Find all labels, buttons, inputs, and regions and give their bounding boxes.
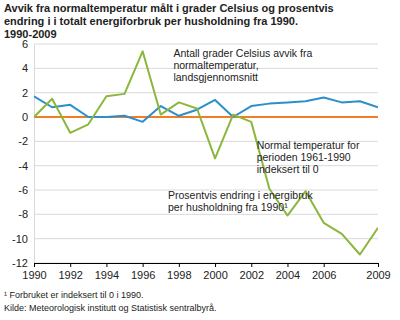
y-tick: -4	[18, 160, 34, 172]
series-label: Normal temperatur forperioden 1961-1990i…	[257, 139, 360, 175]
x-tick-label: 2002	[240, 269, 264, 281]
x-tick-label: 1992	[58, 269, 82, 281]
x-tick-label: 1998	[167, 269, 191, 281]
y-tick-label: -2	[18, 135, 28, 147]
x-tick-mark	[143, 263, 144, 267]
x-axis-line	[35, 263, 379, 264]
x-tick-label: 2009	[366, 269, 390, 281]
x-tick-mark	[324, 263, 325, 267]
x-tick: 1994	[95, 263, 119, 281]
y-tick: 4	[22, 62, 34, 74]
x-tick-mark	[70, 263, 71, 267]
y-tick-label: 4	[22, 62, 28, 74]
title: Avvik fra normaltemperatur målt i grader…	[4, 2, 334, 40]
x-tick: 2009	[366, 263, 390, 281]
y-tick-label: 6	[22, 38, 28, 50]
series-line	[34, 51, 378, 254]
x-tick: 2006	[312, 263, 336, 281]
source: Kilde: Meteorologisk institutt og Statis…	[4, 303, 217, 313]
y-axis-line	[34, 45, 35, 264]
x-tick-mark	[34, 263, 35, 267]
y-tick-label: -6	[18, 184, 28, 196]
y-tick: -12	[12, 257, 34, 269]
grid-line	[34, 238, 378, 239]
x-tick: 2000	[203, 263, 227, 281]
y-tick: -10	[12, 233, 34, 245]
chart: Avvik fra normaltemperatur målt i grader…	[0, 0, 400, 320]
grid-line	[34, 263, 378, 264]
lines	[34, 51, 378, 254]
x-tick-label: 1994	[95, 269, 119, 281]
y-tick-label: -10	[12, 233, 28, 245]
x-tick-mark	[251, 263, 252, 267]
x-tick-label: 2006	[312, 269, 336, 281]
grid-line	[34, 44, 378, 45]
x-tick: 1992	[58, 263, 82, 281]
x-tick-label: 1990	[22, 269, 46, 281]
grid-line	[34, 214, 378, 215]
y-tick: -8	[18, 208, 34, 220]
x-tick-mark	[287, 263, 288, 267]
grid-line	[34, 117, 378, 118]
x-tick: 1996	[131, 263, 155, 281]
x-tick-mark	[215, 263, 216, 267]
y-tick-label: -4	[18, 160, 28, 172]
y-axis: -12 -10 -8 -6 -4 -2 0 2 4 6	[12, 38, 34, 269]
y-tick-label: -8	[18, 208, 28, 220]
y-tick: -6	[18, 184, 34, 196]
series-label: Antall grader Celsius avvik franormaltem…	[173, 47, 312, 83]
x-tick: 2002	[240, 263, 264, 281]
x-tick: 1998	[167, 263, 191, 281]
footnote: ¹ Forbruket er indeksert til 0 i 1990.	[4, 290, 144, 300]
y-tick: -2	[18, 135, 34, 147]
x-tick: 2004	[276, 263, 300, 281]
y-tick-label: 0	[22, 111, 28, 123]
x-tick-mark	[378, 263, 379, 267]
y-tick-label: 2	[22, 87, 28, 99]
y-tick: 6	[22, 38, 34, 50]
series-line	[34, 96, 378, 122]
y-tick: 2	[22, 87, 34, 99]
x-tick-label: 1996	[131, 269, 155, 281]
x-tick: 1990	[22, 263, 46, 281]
x-tick-mark	[106, 263, 107, 267]
grid-line	[34, 92, 378, 93]
series-label: Prosentvis endring i energibrukper husho…	[168, 189, 313, 213]
grid	[34, 44, 378, 263]
y-tick-label: -12	[12, 257, 28, 269]
x-axis: 1990 1992 1994 1996 1998 2000 2002 2004 2006 2009	[22, 263, 390, 281]
x-tick-label: 2004	[276, 269, 300, 281]
x-tick-mark	[179, 263, 180, 267]
grid-line	[34, 165, 378, 166]
y-tick: 0	[22, 111, 34, 123]
x-tick-label: 2000	[203, 269, 227, 281]
